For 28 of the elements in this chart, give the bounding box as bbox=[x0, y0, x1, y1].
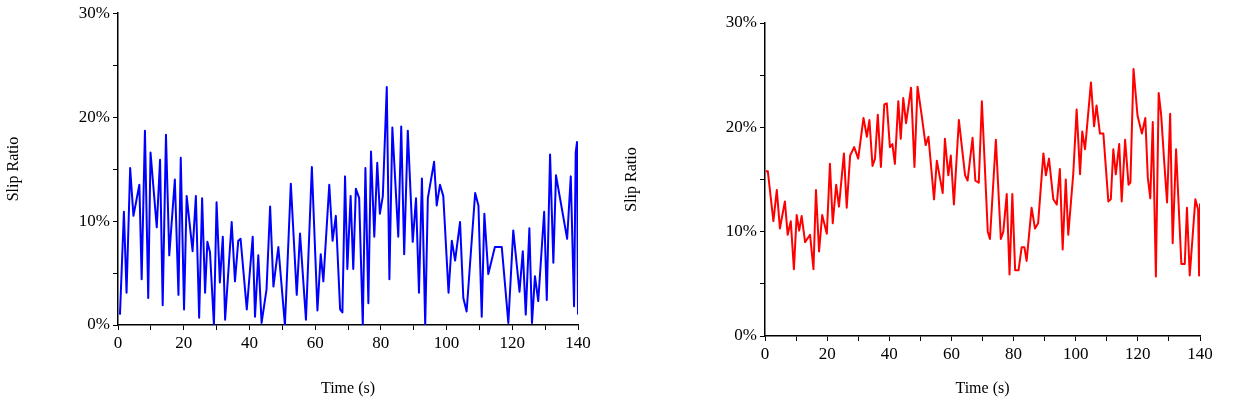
x-tick-label: 80 bbox=[1005, 343, 1023, 363]
y-tick-label: 20% bbox=[725, 116, 757, 136]
y-axis-title: Slip Ratio bbox=[3, 136, 22, 202]
x-tick-label: 140 bbox=[565, 332, 591, 352]
x-tick-label: 40 bbox=[240, 332, 258, 352]
y-tick-label: 10% bbox=[78, 210, 110, 230]
x-tick-label: 0 bbox=[113, 332, 123, 352]
x-tick-label: 140 bbox=[1187, 343, 1213, 363]
x-axis-title: Time (s) bbox=[320, 378, 376, 397]
y-tick-label: 0% bbox=[87, 314, 110, 334]
x-tick-label: 0 bbox=[760, 343, 770, 363]
y-tick-label: 30% bbox=[78, 2, 110, 22]
x-tick-label: 20 bbox=[175, 332, 193, 352]
x-tick-label: 60 bbox=[942, 343, 960, 363]
x-tick-label: 20 bbox=[818, 343, 836, 363]
y-tick-label: 0% bbox=[734, 325, 757, 345]
y-tick-label: 30% bbox=[725, 12, 757, 32]
x-axis-title: Time (s) bbox=[955, 378, 1010, 397]
x-tick-label: 80 bbox=[372, 332, 390, 352]
x-tick-label: 40 bbox=[880, 343, 898, 363]
y-tick-label: 20% bbox=[78, 106, 110, 126]
x-tick-label: 60 bbox=[306, 332, 324, 352]
x-tick-label: 100 bbox=[433, 332, 460, 352]
x-tick-label: 120 bbox=[1125, 343, 1151, 363]
y-tick-label: 10% bbox=[725, 221, 757, 241]
x-tick-label: 100 bbox=[1062, 343, 1089, 363]
x-tick-label: 120 bbox=[499, 332, 526, 352]
y-axis-title: Slip Ratio bbox=[621, 147, 640, 212]
